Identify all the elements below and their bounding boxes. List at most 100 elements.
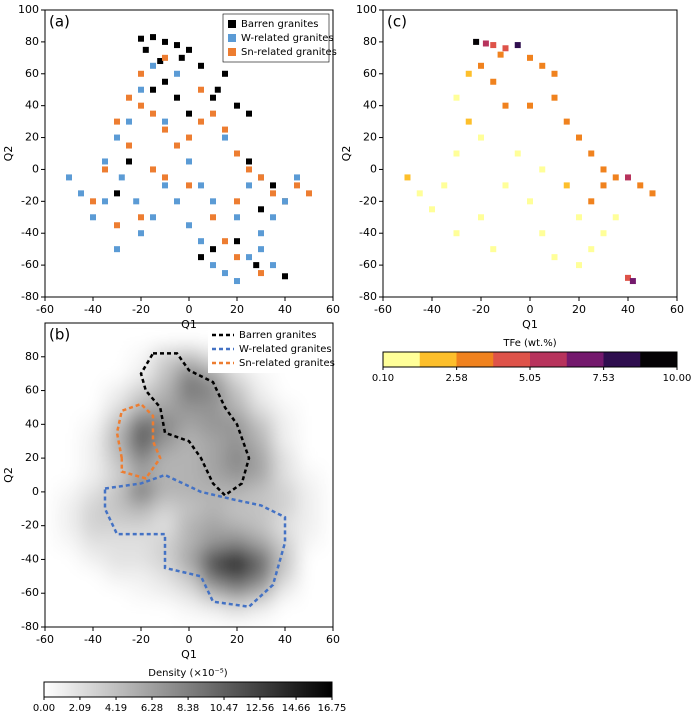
point — [539, 230, 546, 237]
point — [222, 270, 228, 277]
point — [150, 62, 156, 69]
point — [90, 214, 96, 221]
x-tick-label: -40 — [84, 303, 102, 316]
density-cell — [225, 483, 250, 501]
point — [576, 214, 582, 221]
density-cell — [105, 399, 130, 417]
density-cell — [105, 534, 130, 552]
density-cell — [153, 399, 178, 417]
density-cell — [273, 466, 298, 484]
y-axis-label: Q2 — [340, 146, 353, 162]
density-cell — [297, 415, 322, 434]
point — [186, 134, 192, 141]
density-cell — [105, 415, 130, 434]
point — [514, 42, 521, 49]
density-cell — [177, 500, 202, 518]
point — [210, 214, 216, 221]
colorbar-tick-label: 5.05 — [519, 373, 541, 384]
colorbar-gradient — [44, 682, 332, 697]
point — [539, 166, 546, 173]
point — [126, 118, 132, 125]
point — [222, 70, 228, 77]
point — [502, 182, 509, 189]
x-tick-label: 60 — [670, 303, 684, 316]
point — [502, 45, 509, 52]
point — [210, 262, 216, 269]
colorbar-label: Density (×10⁻⁵) — [148, 668, 227, 679]
legend-swatch — [228, 34, 236, 42]
x-tick-label: -40 — [423, 303, 441, 316]
point — [102, 198, 108, 205]
point — [258, 174, 264, 181]
density-cell — [249, 483, 274, 501]
y-tick-label: -60 — [21, 586, 39, 599]
density-cell — [249, 551, 274, 569]
density-cell — [177, 551, 202, 569]
density-cell — [249, 534, 274, 552]
density-cell — [273, 551, 298, 569]
density-cell — [177, 415, 202, 434]
point — [612, 174, 619, 181]
density-cell — [105, 551, 130, 569]
density-cell — [81, 365, 106, 383]
density-cell — [201, 415, 226, 434]
point — [174, 42, 180, 49]
point — [198, 254, 204, 261]
point — [198, 182, 204, 189]
density-cell — [249, 449, 274, 468]
point — [527, 54, 533, 61]
density-cell — [297, 449, 322, 468]
density-cell — [105, 483, 130, 501]
x-axis-label: Q1 — [181, 648, 197, 661]
point — [162, 54, 168, 61]
density-cell — [57, 449, 82, 468]
density-cell — [273, 584, 298, 603]
density-cell — [201, 399, 226, 417]
y-tick-label: 80 — [25, 35, 39, 48]
point — [600, 230, 607, 237]
point — [637, 182, 644, 189]
point — [150, 86, 156, 93]
x-tick-label: 60 — [326, 303, 340, 316]
point — [198, 62, 204, 69]
y-tick-label: -20 — [21, 194, 39, 207]
point — [551, 94, 558, 101]
x-tick-label: -20 — [132, 633, 150, 646]
y-tick-label: 60 — [25, 67, 39, 80]
density-cell — [273, 415, 298, 434]
density-cell — [129, 382, 154, 400]
y-tick-label: -40 — [21, 226, 39, 239]
colorbar-tick-label: 0.10 — [372, 373, 394, 384]
colorbar-tick-label: 2.58 — [446, 373, 468, 384]
density-cell — [225, 432, 250, 451]
colorbar-tick-label: 7.53 — [593, 373, 615, 384]
density-cell — [297, 551, 322, 569]
y-tick-label: 20 — [363, 131, 377, 144]
density-cell — [105, 584, 130, 603]
density-cell — [153, 348, 178, 366]
point — [453, 150, 460, 157]
density-cell — [297, 500, 322, 518]
legend-label: Barren granites — [241, 19, 318, 30]
point — [246, 254, 252, 261]
density-cell — [249, 601, 274, 620]
density-cell — [57, 365, 82, 383]
density-cell — [81, 584, 106, 603]
density-cell — [105, 365, 130, 383]
density-cell — [177, 399, 202, 417]
point — [186, 182, 192, 189]
point — [150, 214, 156, 221]
point — [502, 102, 509, 109]
density-cell — [57, 584, 82, 603]
point — [174, 94, 180, 101]
x-tick-label: 20 — [230, 303, 244, 316]
point — [490, 78, 497, 85]
colorbar-bin — [566, 352, 604, 367]
point — [102, 158, 108, 165]
point — [234, 198, 240, 205]
y-tick-label: 80 — [363, 35, 377, 48]
density-cell — [225, 567, 250, 586]
point — [174, 142, 180, 149]
point — [563, 182, 570, 189]
density-cell — [105, 500, 130, 518]
